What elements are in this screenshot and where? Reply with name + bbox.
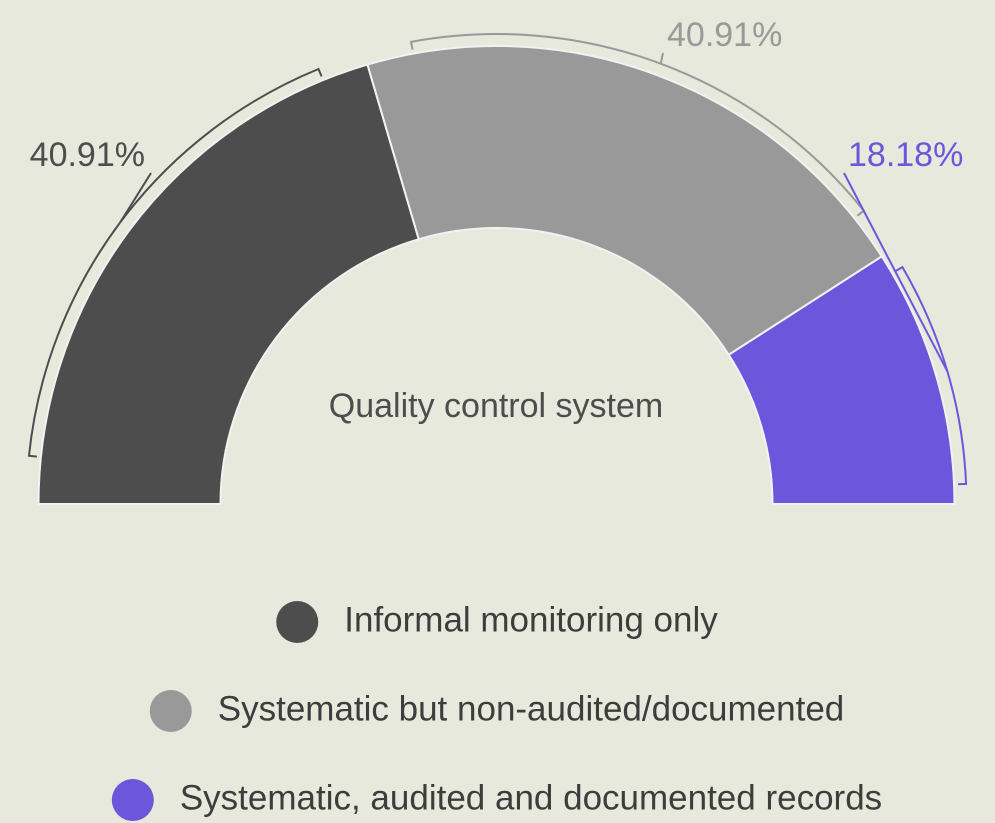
legend-label: Systematic, audited and documented recor… [180,778,882,817]
label-leader [659,52,664,64]
segment [366,45,884,357]
legend-swatch [149,690,192,732]
segment [37,63,420,505]
segment [727,255,956,505]
label-bracket [27,67,323,458]
value-label: 40.91% [667,16,782,54]
legend-label: Systematic but non-audited/documented [218,689,845,728]
center-title: Quality control system [329,387,663,425]
value-label: 18.18% [848,136,963,174]
legend-label: Informal monitoring only [344,600,718,639]
legend-swatch [111,779,154,821]
label-bracket [409,33,866,217]
legend-swatch [276,601,319,643]
label-leader [843,172,949,373]
value-label: 40.91% [30,136,145,174]
label-leader [119,172,152,223]
